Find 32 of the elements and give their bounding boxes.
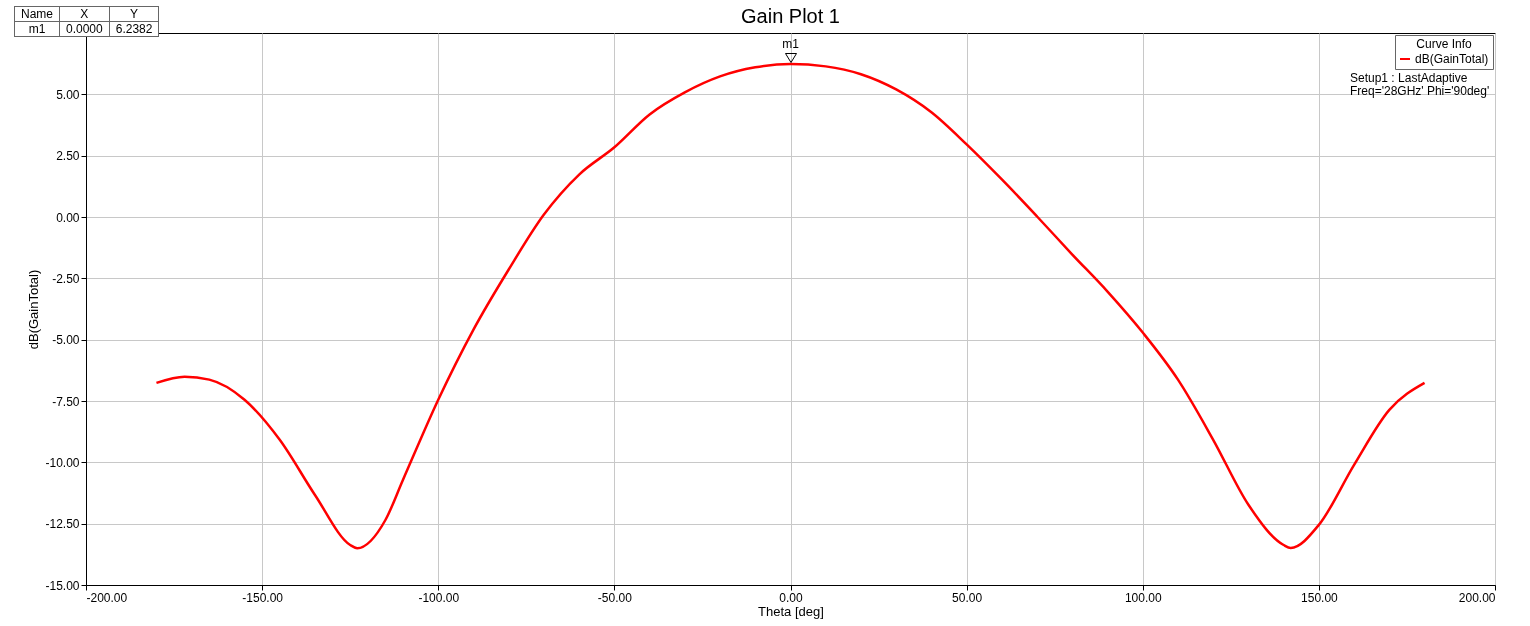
text: X [59,6,110,22]
x-tick-label: 100.00 [1124,590,1162,605]
y-axis-title: dB(GainTotal) [26,269,42,350]
legend-label: dB(GainTotal) [1415,52,1489,66]
y-tick-label: 2.50 [56,149,80,164]
y-tick-label: -5.00 [52,333,80,348]
x-tick-label: 50.00 [952,590,983,605]
x-tick-label: -100.00 [418,590,460,605]
annotation: Freq='28GHz' Phi='90deg' [1350,84,1490,98]
x-tick-label: 150.00 [1301,590,1339,605]
x-tick-label: 200.00 [1458,590,1496,605]
text: Y [109,6,159,22]
annotation: 0.0000 [59,21,110,37]
y-tick-label: -15.00 [45,578,80,593]
y-tick-label: -12.50 [45,517,80,532]
y-tick-label: -2.50 [52,271,80,286]
x-tick-label: -50.00 [597,590,633,605]
y-tick-label: 5.00 [56,87,80,102]
annotation: Setup1 : LastAdaptive [1350,71,1468,85]
y-tick-label: -7.50 [52,394,80,409]
text: m1 [14,21,60,37]
x-tick-label: -150.00 [242,590,284,605]
chart-title: Gain Plot 1 [741,5,840,27]
x-axis-title: Theta [deg] [758,603,824,619]
legend-title: Curve Info [1416,37,1473,51]
x-tick-label: -200.00 [86,590,128,605]
y-tick-label: -10.00 [45,455,80,470]
x-tick-label: 0.00 [779,590,803,605]
text: Name [14,6,60,22]
annotation: m1 [782,36,800,51]
annotation: 6.2382 [109,21,159,37]
y-tick-label: 0.00 [56,210,80,225]
